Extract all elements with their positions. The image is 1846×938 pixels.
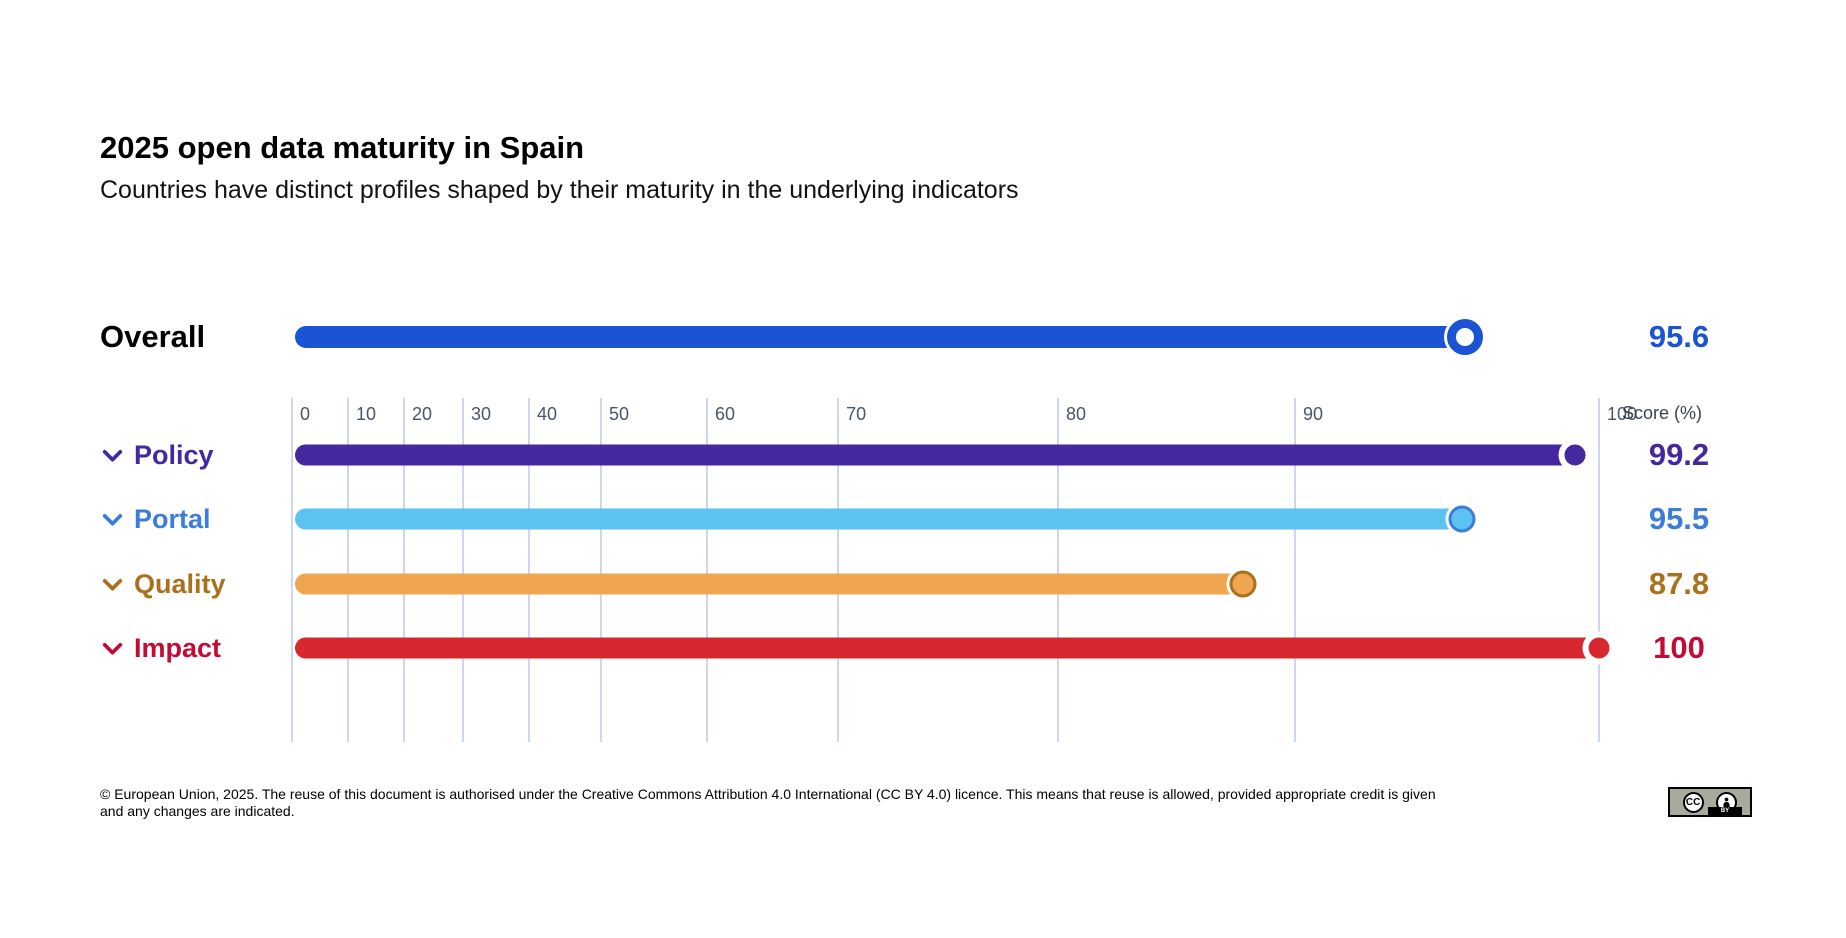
gridline (346, 398, 349, 742)
chevron-down-icon[interactable] (100, 636, 125, 661)
axis-tick-label: 20 (412, 404, 433, 424)
axis-tick-label: 30 (470, 404, 491, 424)
page-subtitle: Countries have distinct profiles shaped … (100, 176, 1019, 204)
quality-label: Quality (134, 568, 226, 599)
impact-bar (295, 637, 1599, 659)
axis-title: Score (%) (1622, 403, 1703, 423)
axis-tick-label: 90 (1302, 404, 1324, 424)
overall-label: Overall (100, 319, 206, 354)
portal-bar (295, 508, 1463, 530)
axis-tick-label: 0 (300, 404, 311, 424)
quality-row: Quality 87.8 (0, 560, 1846, 608)
by-label: BY (1708, 807, 1742, 815)
cc-logo-icon: CC (1682, 791, 1704, 813)
overall-value: 95.6 (1648, 319, 1710, 354)
overall-row: Overall 95.6 (0, 313, 1846, 361)
overall-marker (1447, 319, 1484, 355)
copyright-licence-text: © European Union, 2025. The reuse of thi… (100, 786, 1436, 819)
page-title: 2025 open data maturity in Spain (100, 130, 585, 165)
chevron-down-icon[interactable] (100, 443, 125, 468)
portal-value: 95.5 (1648, 501, 1710, 536)
axis-tick-label: 70 (846, 404, 867, 424)
impact-row: Impact 100 (0, 624, 1846, 672)
impact-row-label: Impact (100, 624, 221, 672)
cc-by-licence-badge[interactable]: CC BY (1668, 787, 1752, 817)
axis-tick-label: 100 (1607, 404, 1638, 424)
overall-row-label: Overall (100, 313, 205, 361)
impact-label: Impact (134, 632, 222, 663)
gridline (527, 398, 530, 742)
quality-row-label: Quality (100, 560, 226, 608)
policy-bar (295, 444, 1575, 466)
gridline (1057, 398, 1060, 742)
policy-marker (1561, 441, 1589, 469)
gridline (461, 398, 464, 742)
portal-marker (1448, 505, 1476, 533)
axis-tick-label: 10 (355, 404, 376, 424)
gridline (291, 398, 293, 742)
policy-value: 99.2 (1648, 437, 1710, 472)
gridline (837, 398, 840, 742)
portal-row: Portal 95.5 (0, 495, 1846, 543)
quality-value: 87.8 (1648, 566, 1710, 601)
chevron-down-icon[interactable] (100, 572, 125, 597)
portal-row-label: Portal (100, 495, 211, 543)
overall-bar (295, 326, 1466, 348)
policy-label: Policy (134, 439, 214, 470)
axis-tick-label: 80 (1066, 404, 1087, 424)
portal-label: Portal (134, 503, 211, 534)
impact-marker (1585, 634, 1613, 662)
policy-row-label: Policy (100, 431, 214, 479)
policy-row: Policy 99.2 (0, 431, 1846, 479)
impact-value: 100 (1653, 630, 1705, 665)
chevron-down-icon[interactable] (100, 507, 125, 532)
axis-tick-label: 40 (536, 404, 557, 424)
quality-marker (1229, 570, 1257, 598)
axis-tick-label: 50 (608, 404, 629, 424)
gridline (1293, 398, 1296, 742)
gridline (403, 398, 405, 742)
quality-bar (295, 573, 1243, 595)
gridline (1598, 398, 1600, 742)
axis-tick-label: 60 (714, 404, 735, 424)
gridline (599, 398, 602, 742)
gridline (705, 398, 708, 742)
